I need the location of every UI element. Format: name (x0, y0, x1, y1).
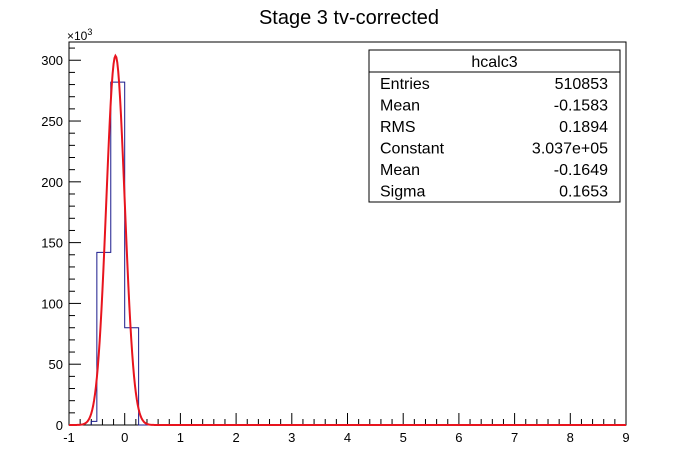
x-tick-label: 0 (121, 430, 128, 445)
stats-row-value: 3.037e+05 (532, 141, 608, 158)
y-tick-label: 300 (41, 53, 63, 68)
x-tick-label: 7 (511, 430, 518, 445)
x-tick-label: -1 (63, 430, 75, 445)
x-tick-label: 5 (400, 430, 407, 445)
y-tick-label: 50 (49, 357, 63, 372)
y-axis: 0 50 100 150 200 250 300 (41, 47, 81, 433)
stats-row-value: 0.1653 (559, 184, 608, 201)
y-tick-label: 150 (41, 236, 63, 251)
gaussian-fit-curve (69, 53, 626, 426)
stats-row-label: Entries (380, 76, 430, 93)
x-tick-label: 4 (344, 430, 351, 445)
stats-box-frame (368, 49, 621, 203)
histogram-outline (90, 81, 626, 426)
y-tick-label: 250 (41, 114, 63, 129)
x-tick-label: 8 (567, 430, 574, 445)
y-tick-label: 100 (41, 296, 63, 311)
stats-row-value: 510853 (555, 76, 608, 93)
stats-box: hcalc3 Entries 510853 Mean -0.1583 RMS 0.1894 C… (368, 49, 621, 203)
y-tick-label: 0 (56, 418, 63, 433)
x-tick-label: 6 (455, 430, 462, 445)
stats-box-name: hcalc3 (471, 54, 517, 71)
x-tick-label: 2 (232, 430, 239, 445)
stats-row-value: -0.1583 (554, 98, 608, 115)
x-tick-label: 9 (622, 430, 629, 445)
x-axis: -1 0 1 2 3 4 5 6 7 8 9 (63, 413, 630, 445)
chart-title: Stage 3 tv-corrected (259, 7, 439, 29)
y-multiplier-base: ×10 (67, 29, 88, 43)
stats-row-label: Sigma (380, 184, 425, 201)
y-multiplier-exponent: 3 (87, 27, 92, 37)
stats-row-value: 0.1894 (559, 119, 608, 136)
stats-row-label: RMS (380, 119, 416, 136)
stats-row-label: Mean (380, 162, 420, 179)
stats-row-label: Constant (380, 141, 445, 158)
stats-row-label: Mean (380, 98, 420, 115)
stats-row-value: -0.1649 (554, 162, 608, 179)
x-tick-label: 3 (288, 430, 295, 445)
x-tick-label: 1 (177, 430, 184, 445)
y-axis-multiplier: ×103 (67, 27, 92, 43)
y-tick-label: 200 (41, 175, 63, 190)
